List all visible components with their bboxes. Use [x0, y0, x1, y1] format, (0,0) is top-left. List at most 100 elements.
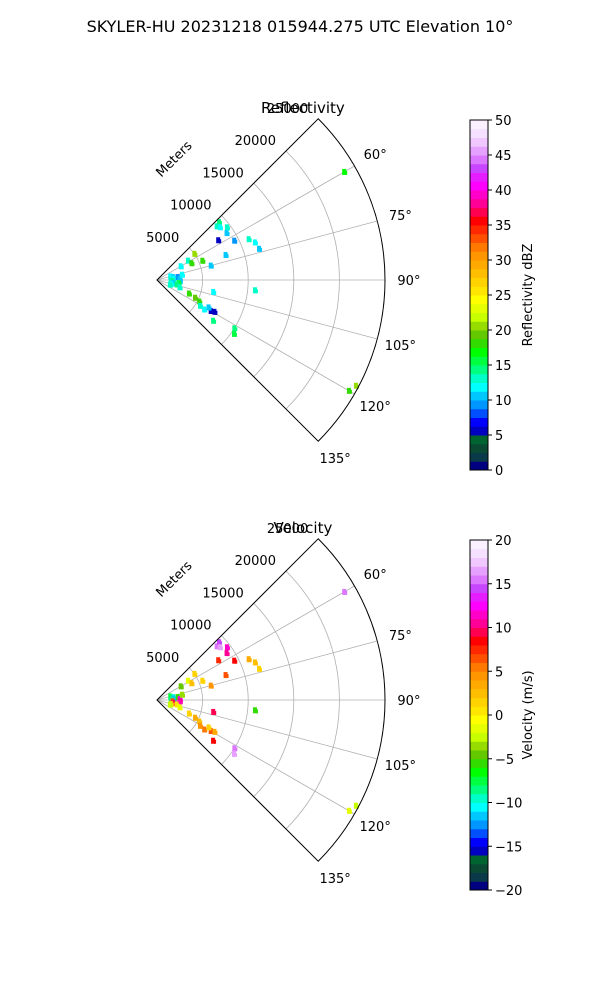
velocity-data-point [226, 674, 229, 679]
velocity-data-point [211, 737, 216, 744]
velocity-data-point [227, 646, 230, 651]
velocity-colorbar-band [470, 697, 488, 707]
velocity-data-point [353, 802, 358, 809]
reflectivity-colorbar-tick-label: 0 [495, 464, 503, 479]
velocity-grid-spoke [156, 699, 378, 760]
velocity-colorbar-band [470, 715, 488, 725]
velocity-data-point [215, 730, 218, 735]
velocity-grid-spoke [156, 699, 355, 815]
velocity-angle-tick-label: 120° [360, 820, 391, 835]
reflectivity-data-point [205, 308, 208, 313]
velocity-colorbar-tick-label: −5 [495, 753, 514, 768]
reflectivity-angle-tick-label: 120° [360, 400, 391, 415]
reflectivity-data-point [226, 254, 229, 259]
reflectivity-data-point [346, 387, 351, 394]
velocity-data-point [197, 718, 202, 725]
velocity-data-point [203, 679, 206, 684]
reflectivity-colorbar-band [470, 382, 488, 392]
reflectivity-data-point [176, 280, 181, 287]
velocity-colorbar-tick-label: −15 [495, 840, 522, 855]
reflectivity-radial-tick-label: 10000 [170, 199, 211, 214]
velocity-data-point [220, 646, 223, 651]
velocity-data-point [231, 750, 236, 757]
velocity-colorbar-tick-label: −10 [495, 797, 522, 812]
velocity-data-point [195, 672, 198, 677]
velocity-data-point [181, 685, 184, 690]
velocity-data-point [178, 683, 183, 690]
velocity-colorbar-band [470, 618, 488, 628]
reflectivity-grid-spoke [156, 279, 355, 395]
velocity-colorbar-tick-label: 20 [495, 534, 512, 549]
reflectivity-data-point [168, 273, 173, 280]
reflectivity-angle-tick-label: 60° [364, 148, 387, 163]
velocity-colorbar-band [470, 837, 488, 847]
reflectivity-grid-spoke [156, 279, 378, 340]
velocity-data-point [214, 643, 219, 650]
reflectivity-data-point [180, 280, 183, 285]
reflectivity-radial-tick-label: 25000 [267, 102, 308, 117]
reflectivity-data-point [220, 226, 223, 231]
reflectivity-colorbar-band [470, 172, 488, 182]
velocity-colorbar-band [470, 802, 488, 812]
velocity-data-point [176, 700, 181, 707]
reflectivity-colorbar-band [470, 163, 488, 173]
reflectivity-data-point [223, 252, 228, 259]
reflectivity-data-point [220, 221, 223, 226]
reflectivity-data-point [342, 168, 347, 175]
reflectivity-data-point [195, 252, 198, 257]
velocity-colorbar-band [470, 820, 488, 830]
reflectivity-colorbar-band [470, 312, 488, 322]
velocity-colorbar-band [470, 706, 488, 716]
velocity-data-point [246, 656, 251, 663]
reflectivity-colorbar-band [470, 373, 488, 383]
velocity-data-point [257, 665, 262, 672]
velocity-colorbar-band [470, 881, 488, 891]
reflectivity-data-point [203, 259, 206, 264]
velocity-colorbar-band [470, 610, 488, 620]
reflectivity-colorbar-band [470, 268, 488, 278]
velocity-colorbar-band [470, 566, 488, 576]
reflectivity-colorbar-band [470, 400, 488, 410]
reflectivity-colorbar-band [470, 295, 488, 305]
velocity-data-point [232, 745, 237, 752]
velocity-colorbar-band [470, 723, 488, 733]
reflectivity-data-point [353, 382, 358, 389]
velocity-colorbar-band [470, 583, 488, 593]
reflectivity-data-point [224, 230, 229, 237]
reflectivity-grid-spoke [156, 220, 378, 281]
reflectivity-data-point [231, 330, 236, 337]
reflectivity-data-point [180, 286, 183, 291]
velocity-sector-outline [156, 538, 386, 862]
velocity-data-point [217, 639, 222, 646]
reflectivity-data-point [167, 281, 172, 288]
velocity-data-point [235, 659, 238, 664]
reflectivity-angle-tick-label: 135° [319, 452, 350, 467]
velocity-data-point [211, 708, 216, 715]
velocity-data-point [196, 716, 199, 721]
reflectivity-data-point [174, 277, 177, 282]
reflectivity-data-point [179, 271, 184, 278]
velocity-data-point [192, 670, 197, 677]
reflectivity-data-point [212, 308, 217, 315]
velocity-colorbar-tick-label: 10 [495, 622, 512, 637]
velocity-data-point [189, 680, 194, 687]
velocity-data-point [209, 726, 212, 731]
reflectivity-data-point [235, 327, 238, 332]
reflectivity-colorbar-band [470, 137, 488, 147]
reflectivity-colorbar-band [470, 435, 488, 445]
velocity-data-point [220, 641, 223, 646]
velocity-data-point [349, 809, 352, 814]
reflectivity-angle-tick-label: 75° [389, 209, 412, 224]
reflectivity-colorbar-tick-label: 35 [495, 219, 512, 234]
reflectivity-data-point [217, 224, 222, 231]
reflectivity-data-point [227, 226, 230, 231]
reflectivity-colorbar-band [470, 303, 488, 313]
velocity-colorbar-band [470, 855, 488, 865]
reflectivity-data-point [257, 245, 262, 252]
reflectivity-data-point [252, 239, 257, 246]
reflectivity-data-point [215, 310, 218, 315]
reflectivity-colorbar-band [470, 251, 488, 261]
reflectivity-colorbar-band [470, 461, 488, 471]
velocity-data-point [252, 707, 257, 714]
